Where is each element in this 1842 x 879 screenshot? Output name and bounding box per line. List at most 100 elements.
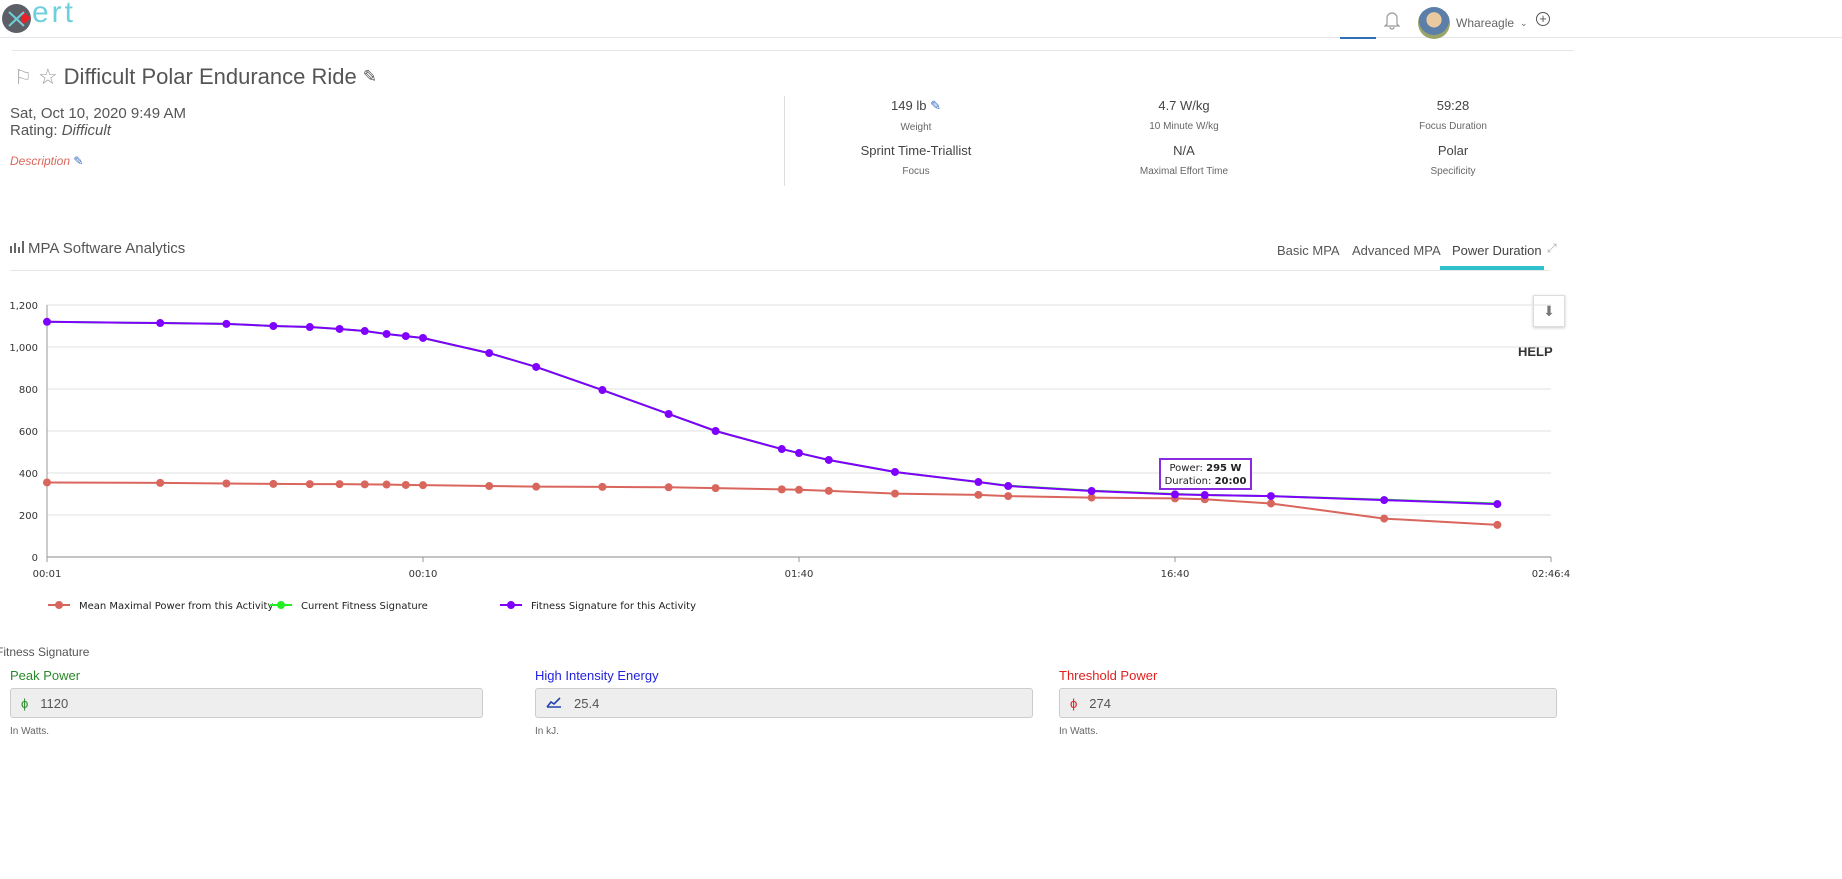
data-point <box>382 480 391 489</box>
flag-icon[interactable]: ⚐ <box>14 66 32 89</box>
legend-label: Mean Maximal Power from this Activity <box>79 601 273 612</box>
download-button[interactable]: ⬇ <box>1533 295 1565 327</box>
data-point <box>1200 491 1209 500</box>
data-point <box>824 486 833 495</box>
page-title: Difficult Polar Endurance Ride <box>63 64 357 89</box>
data-point <box>974 490 983 499</box>
x-tick-label: 00:01 <box>33 569 62 580</box>
hie-value: 25.4 <box>574 695 600 711</box>
user-menu[interactable]: Whareagle ⌄ <box>1418 7 1528 39</box>
data-point <box>419 333 427 342</box>
y-tick-label: 0 <box>32 553 38 564</box>
edit-title-icon[interactable]: ✎ <box>362 67 378 86</box>
data-point <box>43 317 51 326</box>
y-tick-label: 1,000 <box>9 343 38 354</box>
bolt-icon: ϕ <box>1070 695 1078 711</box>
data-point <box>305 480 314 489</box>
data-point <box>269 322 278 330</box>
legend-marker <box>55 601 63 609</box>
series-line <box>46 481 1498 526</box>
top-bar <box>0 0 1842 38</box>
activity-title-row: ⚐ ☆ Difficult Polar Endurance Ride ✎ <box>14 64 377 90</box>
data-point <box>382 329 391 338</box>
data-point <box>485 349 494 358</box>
bell-icon[interactable] <box>1383 10 1401 35</box>
threshold-power-label: Threshold Power <box>1059 668 1158 683</box>
legend-label: Current Fitness Signature <box>301 601 428 612</box>
analytics-header: MPA Software Analytics <box>10 240 185 257</box>
data-point <box>43 478 51 487</box>
data-point <box>1087 487 1096 496</box>
stat-value: Sprint Time-Triallist <box>860 143 972 158</box>
x-tick-label: 01:40 <box>785 569 814 580</box>
data-point <box>1380 514 1389 523</box>
legend-label: Fitness Signature for this Activity <box>531 601 696 612</box>
data-point <box>335 480 344 489</box>
tooltip-duration-value: 20:00 <box>1214 476 1247 487</box>
data-point <box>360 327 369 336</box>
data-point <box>711 484 720 493</box>
tooltip-duration-label: Duration: <box>1164 476 1212 487</box>
data-point <box>401 480 410 489</box>
star-icon[interactable]: ☆ <box>37 64 58 89</box>
stat-label: 10 Minute W/kg <box>1149 121 1219 132</box>
tab-power-duration[interactable]: Power Duration <box>1452 243 1542 258</box>
stat-label: Maximal Effort Time <box>1139 166 1229 177</box>
data-point <box>156 319 165 328</box>
divider <box>10 270 1550 271</box>
rating-label: Rating: <box>10 122 58 139</box>
bar-chart-icon <box>10 240 24 257</box>
activity-date: Sat, Oct 10, 2020 9:49 AM <box>10 105 186 122</box>
active-nav-indicator <box>1340 37 1376 39</box>
data-point <box>269 479 278 488</box>
hie-field[interactable]: 25.4 <box>535 688 1033 718</box>
data-point <box>890 489 899 498</box>
data-point <box>777 445 786 454</box>
data-point <box>1171 490 1179 499</box>
hie-label: High Intensity Energy <box>535 668 659 683</box>
threshold-power-hint: In Watts. <box>1059 726 1099 737</box>
fitness-signature-title: Fitness Signature <box>0 645 90 659</box>
add-icon[interactable]: + <box>1536 12 1550 26</box>
data-point <box>664 483 673 492</box>
data-point <box>305 323 314 332</box>
data-point <box>974 478 983 487</box>
tab-advanced-mpa[interactable]: Advanced MPA <box>1352 243 1441 258</box>
logo-text: ert <box>32 0 77 29</box>
help-link[interactable]: HELP <box>1518 344 1553 359</box>
data-point <box>598 386 607 395</box>
stat-label: Focus Duration <box>1419 121 1487 132</box>
data-point <box>222 479 231 488</box>
xert-logo[interactable] <box>2 4 31 33</box>
data-point <box>1004 492 1013 501</box>
username: Whareagle <box>1456 16 1515 30</box>
bolt-icon: ϕ <box>21 695 29 711</box>
peak-power-label: Peak Power <box>10 668 81 683</box>
section-title: MPA Software Analytics <box>28 240 186 257</box>
data-point <box>1380 496 1389 505</box>
data-point <box>795 449 803 458</box>
data-point <box>335 324 344 333</box>
power-duration-chart: 0 200 400 600 800 1,000 1,200 00:01 00:10 01:40 16… <box>9 301 1570 612</box>
divider <box>12 50 1574 51</box>
y-tick-label: 800 <box>19 385 38 396</box>
peak-power-field[interactable]: ϕ 1120 <box>10 688 483 718</box>
data-point <box>1266 499 1275 508</box>
tab-basic-mpa[interactable]: Basic MPA <box>1277 243 1340 258</box>
data-point <box>1493 520 1502 529</box>
stat-specificity: Polar Specificity <box>1303 143 1603 177</box>
data-point <box>824 455 833 464</box>
expand-icon[interactable]: ⤢ <box>1547 241 1557 255</box>
data-point <box>1004 482 1013 491</box>
edit-weight-icon[interactable]: ✎ <box>930 98 941 113</box>
stat-weight: 149 lb ✎ Weight <box>766 98 1066 133</box>
threshold-power-field[interactable]: ϕ 274 <box>1059 688 1557 718</box>
stat-label: Weight <box>900 122 932 133</box>
data-point <box>1493 500 1502 509</box>
data-point <box>532 482 541 491</box>
data-point <box>401 332 410 341</box>
stat-value: N/A <box>1173 143 1195 158</box>
description-link[interactable]: Description ✎ <box>10 154 83 168</box>
edit-description-icon[interactable]: ✎ <box>73 154 84 168</box>
series-line <box>46 320 1498 505</box>
